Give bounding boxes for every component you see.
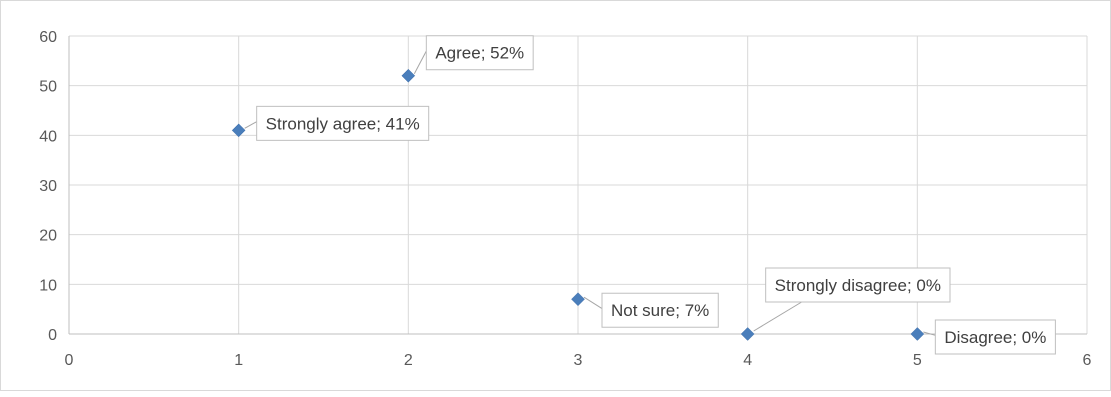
callout-box [765, 267, 951, 303]
x-tick-label: 6 [1083, 352, 1092, 369]
callout-box [256, 105, 430, 141]
data-label: Not sure; 7% [611, 301, 709, 320]
callout-leaders [244, 50, 936, 336]
data-point-diamond [740, 327, 755, 341]
data-label: Agree; 52% [435, 44, 524, 63]
x-tick-label: 0 [65, 352, 74, 369]
callout-leader-line [244, 121, 257, 129]
callout-leader-line [923, 331, 936, 336]
data-point-diamond [571, 292, 585, 307]
callout-box [601, 292, 719, 328]
x-tick-label: 2 [404, 352, 413, 369]
x-tick-label: 5 [913, 352, 922, 369]
x-tick-label: 3 [574, 352, 583, 369]
y-tick-label: 30 [39, 178, 57, 195]
axes: 0 10 20 30 40 50 60 0 1 2 3 4 5 6 [39, 29, 1091, 369]
callout-box [934, 319, 1056, 355]
y-tick-label: 0 [48, 327, 57, 344]
y-tick-label: 60 [39, 29, 57, 46]
data-points [231, 68, 925, 341]
x-tick-label: 4 [743, 352, 752, 369]
data-point-diamond [401, 68, 416, 83]
y-tick-label: 40 [39, 128, 57, 145]
y-tick-label: 10 [39, 277, 57, 294]
callout-leader-line [413, 50, 427, 74]
data-label: Disagree; 0% [944, 328, 1046, 347]
callout-leader-line [583, 296, 603, 309]
x-tick-label: 1 [234, 352, 243, 369]
y-tick-label: 20 [39, 228, 57, 245]
data-point-diamond [231, 123, 246, 138]
data-point-diamond [910, 327, 925, 341]
y-tick-label: 50 [39, 79, 57, 96]
callout-box [425, 35, 534, 71]
callout-leader-line [753, 301, 802, 332]
data-label: Strongly agree; 41% [266, 114, 420, 133]
data-callouts: Strongly agree; 41% Agree; 52% Not sure; 7… [256, 35, 1056, 355]
data-label: Strongly disagree; 0% [775, 276, 941, 295]
